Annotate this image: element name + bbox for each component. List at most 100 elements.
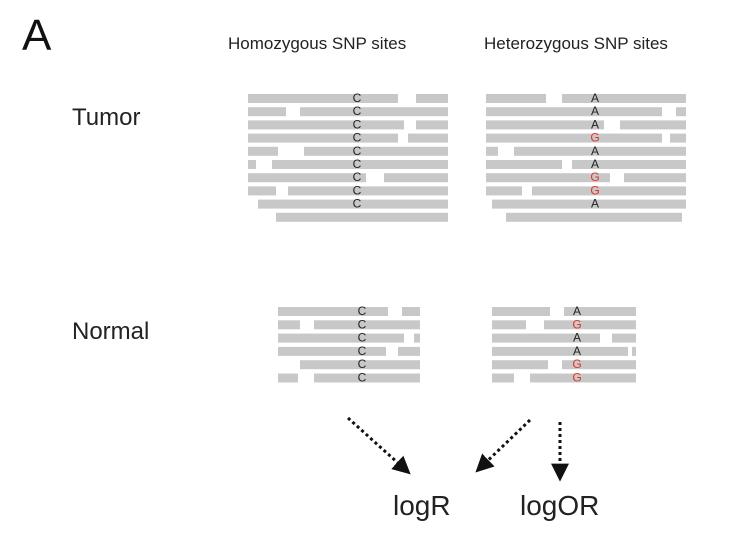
sequencing-read <box>492 320 526 330</box>
sequencing-read <box>506 212 682 222</box>
base-call: A <box>591 104 599 118</box>
base-call: C <box>353 144 362 158</box>
sequencing-read <box>670 133 686 143</box>
arrows <box>346 416 569 482</box>
base-call: C <box>358 331 367 345</box>
output-logor: logOR <box>520 490 600 521</box>
base-call: C <box>353 197 362 211</box>
sequencing-read <box>248 160 256 169</box>
base-call: C <box>358 317 367 331</box>
sequencing-read <box>486 107 662 117</box>
sequencing-read <box>248 94 398 103</box>
base-call: C <box>358 371 367 385</box>
sequencing-read <box>562 94 686 103</box>
column-header-homozygous: Homozygous SNP sites <box>228 34 407 53</box>
arrow-hom-to-logr <box>346 416 411 475</box>
sequencing-read <box>402 307 420 316</box>
base-call: A <box>573 331 581 345</box>
sequencing-read <box>414 333 420 343</box>
output-logr: logR <box>393 490 451 521</box>
base-call: C <box>353 183 362 197</box>
panel-label: A <box>22 11 52 60</box>
base-call: C <box>353 117 362 131</box>
sequencing-read <box>278 373 298 383</box>
sequencing-read <box>632 346 636 356</box>
sequencing-read <box>398 346 420 356</box>
sequencing-read <box>248 120 404 130</box>
base-call: G <box>590 131 599 145</box>
sequencing-read <box>248 146 278 156</box>
sequencing-read <box>492 307 550 316</box>
sequencing-read <box>544 320 636 330</box>
sequencing-read <box>486 120 604 130</box>
sequencing-read <box>492 373 514 383</box>
base-call: C <box>358 304 367 318</box>
base-call: A <box>591 197 599 211</box>
sequencing-read <box>278 307 388 316</box>
base-call: C <box>353 104 362 118</box>
base-call: C <box>353 170 362 184</box>
sequencing-read <box>514 146 686 156</box>
sequencing-read <box>620 120 686 130</box>
row-label-tumor: Tumor <box>72 104 141 131</box>
base-call: G <box>590 183 599 197</box>
sequencing-read <box>486 94 546 103</box>
base-call: G <box>590 170 599 184</box>
sequencing-read <box>278 320 300 330</box>
sequencing-read <box>492 333 600 343</box>
sequencing-read <box>248 173 366 183</box>
sequencing-read <box>624 173 686 183</box>
sequencing-read <box>248 133 398 143</box>
sequencing-read <box>248 107 286 117</box>
sequencing-read <box>278 346 386 356</box>
sequencing-read <box>612 333 636 343</box>
base-call: A <box>591 144 599 158</box>
sequencing-read <box>314 373 420 383</box>
sequencing-read <box>530 373 636 383</box>
sequencing-read <box>486 173 610 183</box>
sequencing-read <box>314 320 420 330</box>
row-label-normal: Normal <box>72 318 150 345</box>
sequencing-read <box>300 107 448 117</box>
sequencing-read <box>384 173 448 183</box>
sequencing-read <box>408 133 448 143</box>
sequencing-read <box>532 186 686 196</box>
sequencing-read <box>272 160 448 169</box>
base-call: C <box>353 157 362 171</box>
sequencing-read <box>278 333 404 343</box>
sequencing-read <box>492 360 548 370</box>
sequencing-read <box>562 360 636 370</box>
sequencing-read <box>258 199 448 209</box>
sequencing-read <box>288 186 448 196</box>
sequencing-read <box>300 360 420 370</box>
sequencing-read <box>572 160 686 169</box>
base-call: G <box>572 357 581 371</box>
base-call: G <box>572 317 581 331</box>
sequencing-read <box>492 199 686 209</box>
base-call: A <box>573 304 581 318</box>
sequencing-read <box>416 94 448 103</box>
base-call: A <box>591 91 599 105</box>
column-header-heterozygous: Heterozygous SNP sites <box>484 34 668 53</box>
sequencing-read <box>676 107 686 117</box>
sequencing-read <box>486 146 498 156</box>
sequencing-read <box>486 133 662 143</box>
sequencing-read <box>416 120 448 130</box>
base-call: C <box>358 357 367 371</box>
sequencing-read <box>564 307 636 316</box>
arrow-het-to-logr <box>475 418 532 473</box>
base-call: C <box>353 91 362 105</box>
base-call: C <box>353 131 362 145</box>
base-call: A <box>591 157 599 171</box>
base-call: G <box>572 371 581 385</box>
base-call: C <box>358 344 367 358</box>
sequencing-read <box>248 186 276 196</box>
sequencing-read <box>492 346 628 356</box>
sequencing-read <box>304 146 448 156</box>
base-call: A <box>573 344 581 358</box>
